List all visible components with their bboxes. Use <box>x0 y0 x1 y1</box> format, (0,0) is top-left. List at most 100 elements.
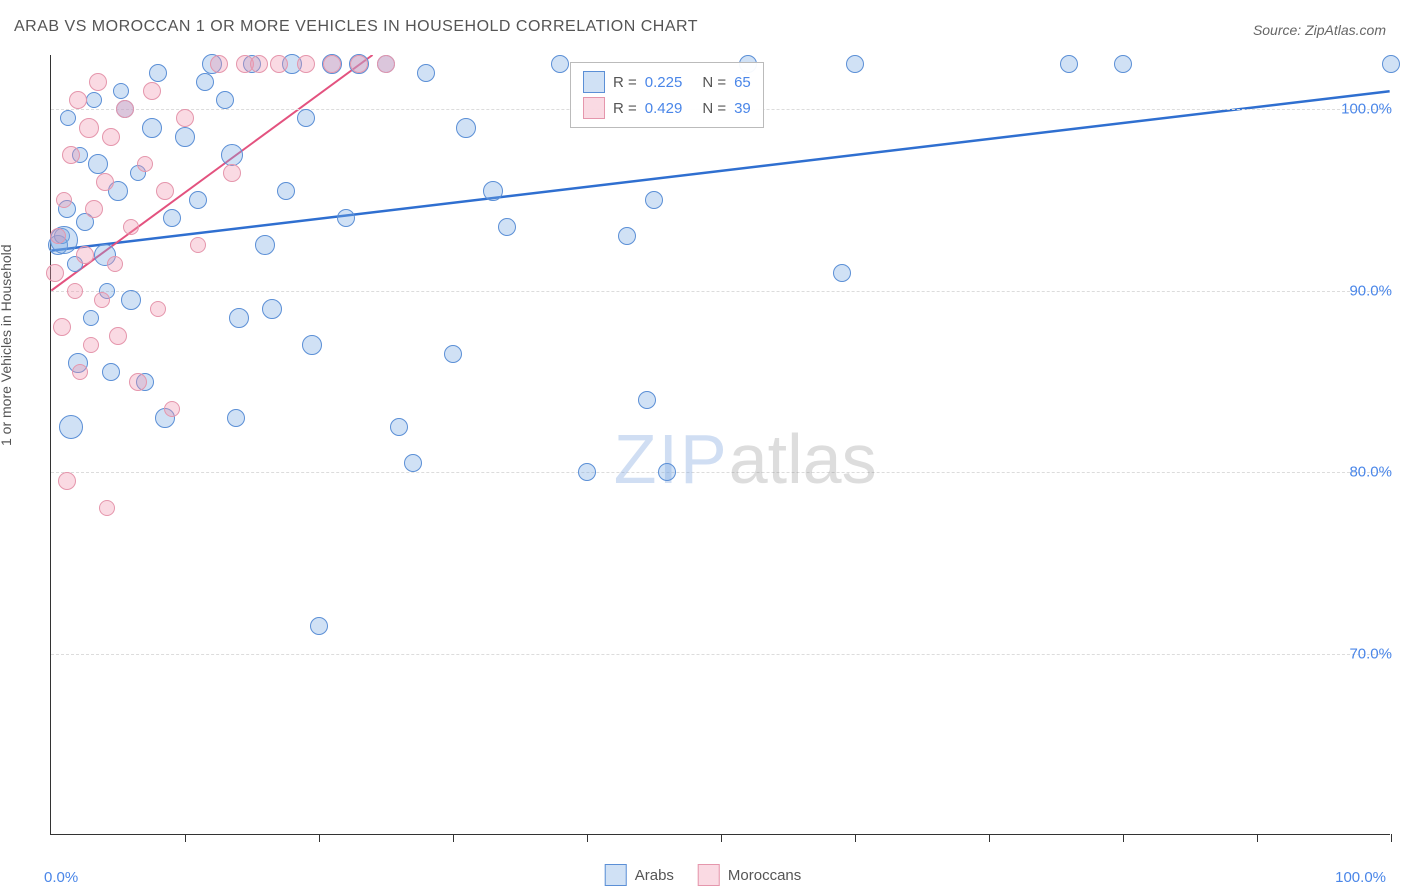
legend-n-value: 39 <box>734 100 751 117</box>
data-point <box>96 173 114 191</box>
x-axis-min-label: 0.0% <box>44 869 78 886</box>
data-point <box>250 55 268 73</box>
data-point <box>129 373 147 391</box>
correlation-legend: R =0.225N =65R =0.429N =39 <box>570 62 764 128</box>
gridline <box>51 654 1390 655</box>
data-point <box>156 182 174 200</box>
data-point <box>46 264 64 282</box>
y-axis-label: 1 or more Vehicles in Household <box>0 244 14 446</box>
y-tick-label: 100.0% <box>1341 101 1392 118</box>
data-point <box>60 110 76 126</box>
data-point <box>176 109 194 127</box>
data-point <box>85 200 103 218</box>
data-point <box>67 283 83 299</box>
data-point <box>76 246 94 264</box>
plot-area: ZIPatlas <box>50 55 1390 835</box>
data-point <box>221 144 243 166</box>
data-point <box>69 91 87 109</box>
data-point <box>190 237 206 253</box>
data-point <box>56 192 72 208</box>
chart-title: ARAB VS MOROCCAN 1 OR MORE VEHICLES IN H… <box>14 18 698 36</box>
data-point <box>846 55 864 73</box>
series-name: Arabs <box>635 867 674 884</box>
x-tick <box>453 834 454 842</box>
y-tick-label: 90.0% <box>1349 282 1392 299</box>
legend-r-label: R = <box>613 74 637 91</box>
legend-n-value: 65 <box>734 74 751 91</box>
data-point <box>94 292 110 308</box>
x-axis-max-label: 100.0% <box>1335 869 1386 886</box>
legend-swatch <box>698 864 720 886</box>
series-legend-item: Moroccans <box>698 864 801 886</box>
chart-container: ARAB VS MOROCCAN 1 OR MORE VEHICLES IN H… <box>0 0 1406 892</box>
legend-swatch <box>583 71 605 93</box>
data-point <box>86 92 102 108</box>
data-point <box>216 91 234 109</box>
data-point <box>658 463 676 481</box>
data-point <box>62 146 80 164</box>
data-point <box>58 472 76 490</box>
series-legend: Arabs Moroccans <box>605 864 802 886</box>
data-point <box>102 128 120 146</box>
x-tick <box>185 834 186 842</box>
data-point <box>89 73 107 91</box>
data-point <box>270 55 288 73</box>
data-point <box>444 345 462 363</box>
data-point <box>121 290 141 310</box>
data-point <box>255 235 275 255</box>
data-point <box>377 55 395 73</box>
data-point <box>350 55 368 73</box>
legend-swatch <box>605 864 627 886</box>
data-point <box>1382 55 1400 73</box>
data-point <box>149 64 167 82</box>
data-point <box>107 256 123 272</box>
data-point <box>196 73 214 91</box>
data-point <box>277 182 295 200</box>
data-point <box>262 299 282 319</box>
legend-row: R =0.225N =65 <box>583 69 751 95</box>
legend-swatch <box>583 97 605 119</box>
data-point <box>189 191 207 209</box>
data-point <box>229 308 249 328</box>
series-legend-item: Arabs <box>605 864 674 886</box>
data-point <box>79 118 99 138</box>
data-point <box>88 154 108 174</box>
x-tick <box>989 834 990 842</box>
data-point <box>578 463 596 481</box>
data-point <box>59 415 83 439</box>
gridline <box>51 472 1390 473</box>
data-point <box>297 109 315 127</box>
data-point <box>113 83 129 99</box>
x-tick <box>1123 834 1124 842</box>
data-point <box>99 500 115 516</box>
y-tick-label: 80.0% <box>1349 464 1392 481</box>
data-point <box>618 227 636 245</box>
data-point <box>143 82 161 100</box>
data-point <box>1114 55 1132 73</box>
x-tick <box>587 834 588 842</box>
data-point <box>1060 55 1078 73</box>
data-point <box>223 164 241 182</box>
data-point <box>302 335 322 355</box>
y-tick-label: 70.0% <box>1349 645 1392 662</box>
data-point <box>833 264 851 282</box>
data-point <box>175 127 195 147</box>
legend-n-label: N = <box>702 74 726 91</box>
data-point <box>72 364 88 380</box>
x-tick <box>1391 834 1392 842</box>
data-point <box>164 401 180 417</box>
series-name: Moroccans <box>728 867 801 884</box>
data-point <box>498 218 516 236</box>
data-point <box>297 55 315 73</box>
data-point <box>102 363 120 381</box>
data-point <box>150 301 166 317</box>
legend-n-label: N = <box>702 100 726 117</box>
legend-row: R =0.429N =39 <box>583 95 751 121</box>
data-point <box>210 55 228 73</box>
x-tick <box>721 834 722 842</box>
data-point <box>483 181 503 201</box>
data-point <box>53 318 71 336</box>
data-point <box>323 55 341 73</box>
data-point <box>227 409 245 427</box>
x-tick <box>855 834 856 842</box>
